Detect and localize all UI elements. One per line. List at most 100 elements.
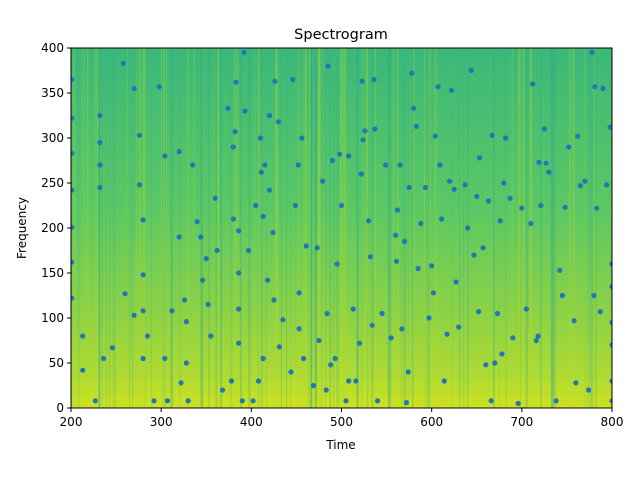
spectrogram-streak bbox=[403, 48, 406, 408]
data-point bbox=[97, 112, 103, 119]
data-point bbox=[413, 123, 419, 129]
spectrogram-streak bbox=[276, 48, 278, 408]
data-point bbox=[439, 216, 445, 222]
spectrogram-streak bbox=[309, 48, 310, 408]
spectrogram-streak bbox=[220, 48, 222, 408]
data-point bbox=[577, 183, 584, 189]
spectrogram-streak bbox=[126, 48, 129, 408]
y-axis: 0 50 100 150 200 250 300 350 400 bbox=[41, 41, 71, 415]
data-point bbox=[164, 398, 171, 404]
spectrogram-streak bbox=[530, 48, 532, 408]
spectrogram-streak bbox=[584, 48, 586, 408]
data-point bbox=[609, 398, 612, 404]
x-tick-label: 700 bbox=[510, 415, 533, 429]
spectrogram-streak bbox=[322, 48, 324, 408]
spectrogram-streak bbox=[367, 48, 369, 408]
data-point bbox=[324, 310, 330, 317]
data-point bbox=[362, 128, 368, 134]
data-point bbox=[100, 355, 107, 362]
data-point bbox=[483, 362, 489, 368]
spectrogram-streak bbox=[217, 48, 220, 408]
data-point bbox=[371, 76, 377, 83]
data-point bbox=[292, 202, 299, 209]
spectrogram-streak bbox=[305, 48, 307, 408]
spectrogram-streak bbox=[248, 48, 250, 408]
spectrogram-streak bbox=[356, 48, 358, 408]
spectrogram-streak bbox=[128, 48, 131, 408]
data-point bbox=[334, 261, 340, 267]
data-point bbox=[212, 195, 218, 201]
data-point bbox=[295, 162, 301, 168]
data-point bbox=[609, 319, 612, 326]
data-point bbox=[397, 162, 403, 168]
data-point bbox=[497, 218, 503, 224]
spectrogram-streak bbox=[568, 48, 571, 408]
data-point bbox=[468, 67, 474, 74]
overlay-points bbox=[71, 49, 612, 407]
data-point bbox=[97, 184, 103, 191]
data-point bbox=[530, 81, 536, 87]
spectrogram-streak bbox=[498, 48, 500, 408]
data-point bbox=[474, 193, 480, 200]
spectrogram-streak bbox=[374, 48, 376, 408]
spectrogram-streak bbox=[463, 48, 465, 408]
spectrogram-streak bbox=[297, 48, 300, 408]
spectrogram-streak bbox=[234, 48, 236, 408]
spectrogram-streak bbox=[254, 48, 256, 408]
spectrogram-streak bbox=[452, 48, 453, 408]
spectrogram-streak bbox=[105, 48, 107, 408]
spectrogram-streak bbox=[517, 48, 520, 408]
data-point bbox=[429, 263, 435, 269]
data-point bbox=[543, 160, 549, 166]
spectrogram-streak bbox=[401, 48, 403, 408]
spectrogram-streak bbox=[115, 48, 116, 408]
data-point bbox=[609, 283, 612, 290]
spectrogram-streak bbox=[112, 48, 115, 408]
spectrogram-streak bbox=[525, 48, 528, 408]
data-point bbox=[214, 247, 220, 254]
spectrogram-streak bbox=[170, 48, 173, 408]
data-point bbox=[337, 151, 343, 157]
data-point bbox=[140, 217, 146, 223]
spectrogram-streak bbox=[426, 48, 428, 408]
data-point bbox=[299, 135, 305, 141]
data-point bbox=[507, 195, 513, 201]
data-point bbox=[258, 169, 264, 175]
spectrogram-streak bbox=[388, 48, 390, 408]
data-point bbox=[323, 387, 329, 393]
data-point bbox=[255, 378, 262, 384]
data-point bbox=[379, 310, 385, 317]
spectrogram-streak bbox=[425, 48, 426, 408]
data-point bbox=[338, 202, 345, 209]
data-point bbox=[232, 129, 238, 135]
data-point bbox=[92, 398, 98, 404]
spectrogram-streak bbox=[96, 48, 99, 408]
spectrogram-streak bbox=[143, 48, 146, 408]
data-point bbox=[441, 378, 447, 384]
spectrogram-streak bbox=[193, 48, 196, 408]
spectrogram-streak bbox=[308, 48, 311, 408]
data-point bbox=[198, 234, 204, 240]
data-point bbox=[329, 157, 336, 164]
spectrogram-streaks bbox=[71, 48, 597, 408]
data-point bbox=[366, 218, 372, 224]
spectrogram-streak bbox=[78, 48, 80, 408]
spectrogram-streak bbox=[342, 48, 344, 408]
spectrogram-streak bbox=[132, 48, 134, 408]
data-point bbox=[200, 277, 206, 283]
spectrogram-streak bbox=[387, 48, 390, 408]
data-point bbox=[346, 378, 352, 384]
data-point bbox=[571, 318, 577, 324]
data-point bbox=[246, 247, 252, 254]
data-point bbox=[260, 213, 266, 219]
spectrogram-streak bbox=[310, 48, 313, 408]
data-point bbox=[356, 340, 363, 346]
spectrogram-streak bbox=[215, 48, 218, 408]
data-point bbox=[609, 261, 612, 267]
data-point bbox=[501, 180, 507, 186]
data-point bbox=[156, 84, 162, 90]
spectrogram-streak bbox=[81, 48, 83, 408]
spectrogram-streak bbox=[554, 48, 557, 408]
data-point bbox=[453, 279, 459, 285]
spectrogram-streak bbox=[220, 48, 222, 408]
